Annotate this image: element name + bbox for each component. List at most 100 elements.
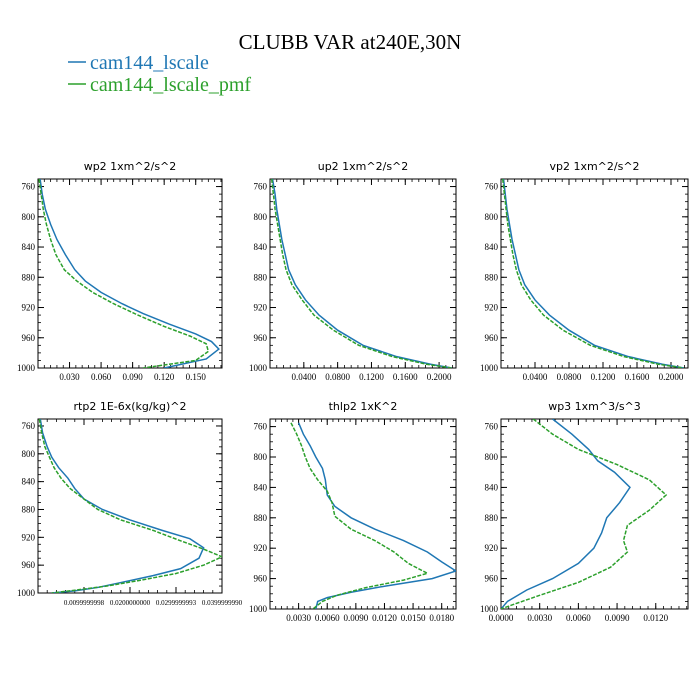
x-tick-label: 0.0090 [605,613,630,623]
y-tick-label: 840 [22,242,36,252]
y-tick-label: 840 [485,242,499,252]
panel-title: rtp2 1E-6x(kg/kg)^2 [74,400,187,413]
x-tick-label: 0.0400 [523,372,548,382]
series-line-lscale [39,179,220,368]
chart-panel-6: wp3 1xm^3/s^3 760 800 840 880 920 960 10000.000… [480,400,689,623]
y-tick-label: 920 [22,303,36,313]
x-tick-label: 0.0200000000 [110,599,151,607]
x-tick-label: 0.0800 [557,372,582,382]
y-tick-label: 800 [22,212,36,222]
y-tick-label: 840 [485,482,499,492]
panel-title: thlp2 1xK^2 [329,400,398,413]
y-tick-label: 920 [485,303,499,313]
x-tick-label: 0.0060 [315,613,340,623]
x-tick-label: 0.0299999993 [156,599,197,607]
y-tick-label: 840 [254,482,268,492]
x-tick-label: 0.0090 [343,613,368,623]
y-tick-label: 880 [22,272,36,282]
y-tick-label: 960 [485,333,499,343]
y-tick-label: 880 [254,513,268,523]
y-tick-label: 760 [22,421,36,431]
x-tick-label: 0.0400 [291,372,316,382]
x-tick-label: 0.1200 [359,372,384,382]
x-tick-label: 0.0060 [566,613,591,623]
x-tick-label: 0.0030 [527,613,552,623]
plot-frame [500,418,689,610]
panel-title: wp3 1xm^3/s^3 [548,400,641,413]
series-line-lscale [39,419,205,593]
y-tick-label: 760 [485,182,499,192]
series-line-lscale-pmf [270,179,452,368]
plot-frame [269,178,457,369]
y-tick-label: 880 [254,272,268,282]
x-tick-label: 0.1200 [591,372,616,382]
y-tick-label: 800 [254,452,268,462]
series-line-lscale [501,419,631,609]
x-tick-label: 0.060 [91,372,112,382]
y-tick-label: 1000 [17,588,36,598]
y-tick-label: 840 [22,477,36,487]
panels: wp2 1xm^2/s^2 760 800 840 880 920 960 1000 0.030… [17,160,689,623]
panel-title: vp2 1xm^2/s^2 [549,160,639,173]
legend-label-lscale-pmf: cam144_lscale_pmf [90,74,251,96]
legend: cam144_lscale cam144_lscale_pmf [68,52,251,96]
y-tick-label: 920 [254,543,268,553]
chart-panel-3: vp2 1xm^2/s^2 760 800 840 880 920 960 1000 0.040… [480,160,689,382]
y-tick-label: 880 [485,513,499,523]
y-tick-label: 920 [254,303,268,313]
y-tick-label: 920 [485,543,499,553]
plot-frame [269,418,457,610]
y-tick-label: 960 [22,560,36,570]
x-tick-label: 0.0180 [429,613,454,623]
y-tick-label: 760 [485,422,499,432]
x-tick-label: 0.1600 [625,372,650,382]
plot-frame [500,178,689,369]
x-tick-label: 0.2000 [427,372,452,382]
y-tick-label: 800 [485,452,499,462]
x-tick-label: 0.0000 [489,613,514,623]
y-tick-label: 960 [22,333,36,343]
panel-title: wp2 1xm^2/s^2 [84,160,177,173]
x-tick-label: 0.0150 [401,613,426,623]
x-tick-label: 0.090 [123,372,144,382]
x-tick-label: 0.030 [59,372,80,382]
y-tick-label: 960 [254,333,268,343]
series-line-lscale-pmf [38,419,222,593]
y-tick-label: 1000 [480,604,499,614]
chart-panel-4: rtp2 1E-6x(kg/kg)^2 760 800 840 880 920 960 100… [17,400,243,607]
x-tick-label: 0.0120 [643,613,668,623]
panel-title: up2 1xm^2/s^2 [318,160,409,173]
y-tick-label: 960 [485,574,499,584]
x-tick-label: 0.120 [154,372,175,382]
y-tick-label: 880 [485,272,499,282]
series-line-lscale-pmf [38,179,210,368]
chart-panel-5: thlp2 1xK^2 760 800 840 880 920 960 1000 0.0030 0… [249,400,457,623]
x-tick-label: 0.0030 [286,613,311,623]
figure-title: CLUBB VAR at240E,30N [239,30,462,54]
x-tick-label: 0.0120 [372,613,397,623]
y-tick-label: 840 [254,242,268,252]
series-line-lscale [297,422,456,609]
x-tick-label: 0.150 [186,372,207,382]
x-tick-label: 0.1600 [393,372,418,382]
series-line-lscale-pmf [501,179,684,368]
y-tick-label: 800 [254,212,268,222]
plot-frame [37,418,223,594]
plot-frame [37,178,223,369]
x-tick-label: 0.0399999990 [202,599,243,607]
series-line-lscale-pmf [501,419,668,609]
y-tick-label: 760 [22,182,36,192]
y-tick-label: 1000 [249,604,268,614]
y-tick-label: 960 [254,574,268,584]
y-tick-label: 760 [254,182,268,192]
y-tick-label: 800 [22,449,36,459]
y-tick-label: 1000 [17,363,36,373]
y-tick-label: 1000 [249,363,268,373]
series-line-lscale [271,179,452,368]
y-tick-label: 920 [22,532,36,542]
x-tick-label: 0.0800 [325,372,350,382]
series-line-lscale-pmf [290,422,430,609]
y-tick-label: 880 [22,504,36,514]
legend-label-lscale: cam144_lscale [90,52,209,74]
